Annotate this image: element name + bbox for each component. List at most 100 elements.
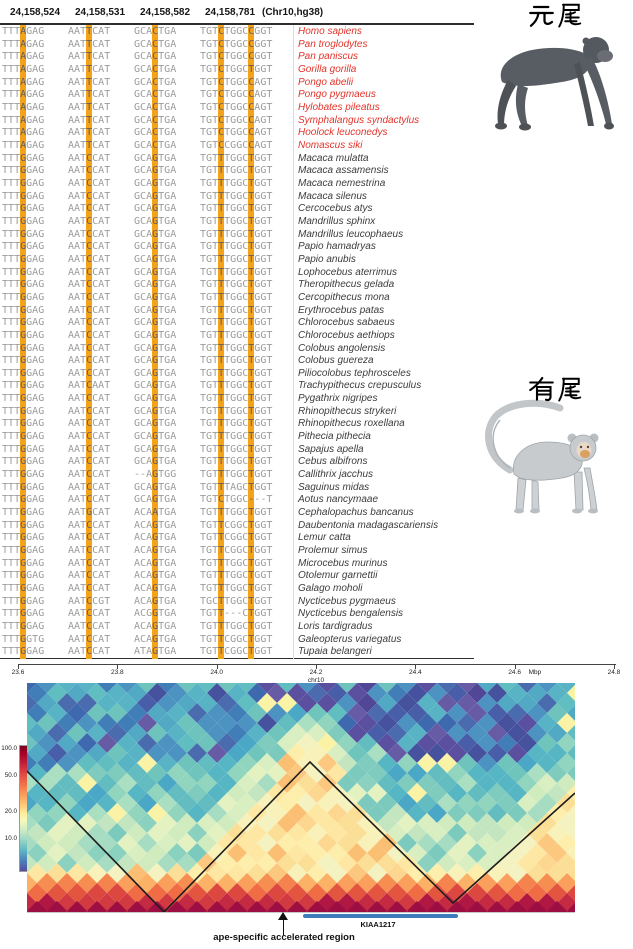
sequence-block: ACAGTGA [134, 557, 177, 569]
sequence-block: TGTTTGGCTGGT [200, 393, 273, 405]
sequence-block: TTTAGAG [2, 114, 45, 126]
sequence-block: AATCCAT [68, 405, 111, 417]
alignment-row: TTTGGAG AATCCAT GCAGTGA TGTTTGGCTGGT Pilioco… [0, 368, 633, 381]
sequence-block: AATTCAT [68, 101, 111, 113]
colorbar-label-50: 50.0 [4, 772, 17, 779]
species-name: Macaca silenus [298, 190, 367, 202]
axis-tick-label: 23.8 [111, 669, 124, 676]
alignment-row: TTTAGAG AATTCAT GCACTGA TGTCTGGCCAGT Hylobat… [0, 102, 633, 115]
alignment-row: TTTGGAG AATCAAT GCAGTGA TGTTTGGCTGGT Trachyp… [0, 380, 633, 393]
sequence-block: GCAGTGA [134, 456, 177, 468]
sequence-block: GCACTGA [134, 89, 177, 101]
sequence-block: ATAGTGA [134, 646, 177, 658]
sequence-block: TTTGGAG [2, 165, 45, 177]
sequence-block: TGTCCGGCCAGT [200, 139, 273, 151]
sequence-block: ACGGTGA [134, 608, 177, 620]
species-name: Macaca assamensis [298, 165, 389, 177]
sequence-block: AATTCAT [68, 38, 111, 50]
sequence-block: TGTTCGGCTGGT [200, 646, 273, 658]
axis-tick [18, 664, 19, 669]
sequence-block: AATCCAT [68, 456, 111, 468]
alignment-row: TTTGGAG AATCCAT GCAGTGA TGTTTGGCTGGT Chloroc… [0, 330, 633, 343]
sequence-block: AATCCAT [68, 367, 111, 379]
species-name: Chlorocebus aethiops [298, 329, 395, 341]
sequence-block: GCAGTGA [134, 367, 177, 379]
sequence-block: AATTCAT [68, 127, 111, 139]
species-name: Lophocebus aterrimus [298, 266, 397, 278]
species-name: Pygathrix nigripes [298, 393, 378, 405]
sequence-block: GCAGTGA [134, 481, 177, 493]
sequence-block: TGTTTGGCTGGT [200, 418, 273, 430]
colorbar-label-100: 100.0 [1, 745, 17, 752]
sequence-block: AATCCAT [68, 266, 111, 278]
sequence-block: TGTTTGGCTGGT [200, 253, 273, 265]
region-label: ape-specific accelerated region [213, 932, 355, 943]
sequence-block: TTTAGAG [2, 101, 45, 113]
sequence-block: TGTTTGGCTGGT [200, 380, 273, 392]
sequence-block: GCACTGA [134, 26, 177, 37]
sequence-block: AATCCAT [68, 342, 111, 354]
sequence-block: AATCCAT [68, 431, 111, 443]
sequence-block: AATCCAT [68, 329, 111, 341]
sequence-block: TGTTTGGCTGGT [200, 405, 273, 417]
sequence-block: GCAGTGA [134, 329, 177, 341]
sequence-block: TGTCTGGCCAGT [200, 76, 273, 88]
sequence-block: TTTGGAG [2, 152, 45, 164]
ape-illustration [495, 37, 614, 131]
alignment-row: TTTGGAG AATCCAT ACGGTGA TGTT---CTGGT Nyctice… [0, 608, 633, 621]
sequence-block: GCAGTGA [134, 418, 177, 430]
sequence-block: AATTCAT [68, 51, 111, 63]
sequence-block: TGTTTAGCTGGT [200, 481, 273, 493]
gene-bar [303, 913, 458, 918]
sequence-block: TTTGGAG [2, 228, 45, 240]
alignment-row: TTTGGAG AATCCAT ATAGTGA TGTTCGGCTGGT Tupaia … [0, 646, 633, 659]
sequence-block: AATCCAT [68, 177, 111, 189]
sequence-block: TGTTTGGCTGGT [200, 355, 273, 367]
species-name: Gorilla gorilla [298, 63, 357, 75]
sequence-block: TGTTTGGCTGGT [200, 291, 273, 303]
sequence-block: TGTCTGGCCGGT [200, 26, 273, 37]
sequence-block: TTTAGAG [2, 127, 45, 139]
alignment-row: TTTGGAG AATCCAT GCAGTGA TGTTTGGCTGGT Pitheci… [0, 431, 633, 444]
species-name: Rhinopithecus roxellana [298, 418, 405, 430]
alignment-row: TTTGGAG AATCCAT GCAGTGA TGTTTGGCTGGT Papio a… [0, 254, 633, 267]
axis-tick [315, 664, 317, 669]
sequence-block: GCAGTGA [134, 215, 177, 227]
axis-tick-label: 24.6 [508, 669, 521, 676]
coordinate-label-4: 24,158,781 [205, 7, 256, 18]
axis-tick-label: 24.4 [408, 669, 422, 676]
alignment-row: TTTAGAG AATTCAT GCACTGA TGTCTGGCTGGT Gorilla… [0, 64, 633, 77]
sequence-block: TTTAGAG [2, 89, 45, 101]
sequence-block: TGCTTGGCTGGT [200, 595, 273, 607]
sequence-block: TGTTTGGCTGGT [200, 583, 273, 595]
sequence-block: TGTCTGGCCAGT [200, 114, 273, 126]
sequence-block: AATCCAT [68, 241, 111, 253]
species-name: Chlorocebus sabaeus [298, 317, 395, 329]
alignment-row: TTTGGAG AATCCAT GCAGTGA TGTTTGGCTGGT Pygathr… [0, 393, 633, 406]
sequence-block: TGTTTGGCTGGT [200, 443, 273, 455]
sequence-block: GCAGTGA [134, 152, 177, 164]
sequence-block: AATCCAT [68, 317, 111, 329]
sequence-block: ACAATGA [134, 507, 177, 519]
sequence-block: AATTCAT [68, 114, 111, 126]
alignment-row: TTTGGAG AATCCAT GCAGTGA TGTTTGGCTGGT Erythro… [0, 305, 633, 318]
sequence-block: GCAGTGA [134, 380, 177, 392]
sequence-block: TTTAGAG [2, 63, 45, 75]
species-name: Mandrillus leucophaeus [298, 228, 404, 240]
species-name: Loris tardigradus [298, 621, 373, 633]
alignment-row: TTTGGAG AATCCGT ACAGTGA TGCTTGGCTGGT Nyctice… [0, 596, 633, 609]
sequence-block: TTTAGAG [2, 51, 45, 63]
alignment-row: TTTGGAG AATCCAT GCAGTGA TGTTTGGCTGGT Rhinopi… [0, 418, 633, 431]
sequence-block: AATCCAT [68, 570, 111, 582]
sequence-block: AATCCAT [68, 279, 111, 291]
sequence-block: AATCCAT [68, 355, 111, 367]
sequence-block: AATCCAT [68, 418, 111, 430]
alignment-row: TTTGGAG AATCCAT GCAGTGA TGTTTGGCTGGT Mandril… [0, 216, 633, 229]
sequence-block: TTTGGAG [2, 203, 45, 215]
sequence-block: TGTTCGGCTGGT [200, 633, 273, 645]
sequence-block: ACAGTGA [134, 519, 177, 531]
sequence-block: AATCCAT [68, 215, 111, 227]
sequence-block: GCAGTGA [134, 190, 177, 202]
genome-axis-line [18, 664, 616, 666]
species-name: Pan paniscus [298, 51, 359, 63]
